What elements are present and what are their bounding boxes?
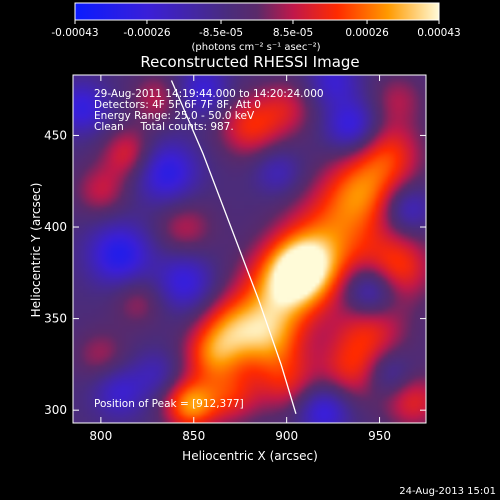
annotation-clean-counts: Clean Total counts: 987. (94, 121, 234, 133)
colorbar-units: (photons cm⁻² s⁻¹ asec⁻²) (191, 42, 320, 53)
x-tick-label: 950 (368, 429, 391, 443)
x-tick-label: 800 (89, 429, 112, 443)
colorbar-tick-label: 0.00043 (417, 27, 460, 39)
y-tick-label: 400 (44, 220, 67, 234)
peak-position-label: Position of Peak = [912,377] (94, 398, 244, 410)
annotation-detectors: Detectors: 4F 5F 6F 7F 8F, Att 0 (94, 99, 261, 111)
x-axis-label: Heliocentric X (arcsec) (182, 449, 318, 463)
plot-frame (72, 74, 427, 424)
colorbar: -0.00043 -0.00026 -8.5e-05 8.5e-05 0.00026 0.… (51, 2, 461, 53)
y-tick-label: 300 (44, 403, 67, 417)
colorbar-tick-label: -0.00026 (123, 27, 171, 39)
image-plot: 800 850 900 950 300 350 400 450 (44, 74, 427, 443)
y-axis: 300 350 400 450 (44, 128, 426, 417)
x-tick-label: 850 (182, 429, 205, 443)
annotation-energy-range: Energy Range: 25.0 - 50.0 keV (94, 110, 255, 122)
chart-title: Reconstructed RHESSI Image (140, 53, 359, 71)
colorbar-tick-label: 8.5e-05 (273, 27, 313, 39)
y-axis-label: Heliocentric Y (arcsec) (29, 183, 43, 318)
y-tick-label: 450 (44, 128, 67, 142)
colorbar-tick-label: -8.5e-05 (199, 27, 243, 39)
x-tick-label: 900 (275, 429, 298, 443)
y-tick-label: 350 (44, 312, 67, 326)
solar-limb-line (170, 80, 297, 415)
colorbar-ticks: -0.00043 -0.00026 -8.5e-05 8.5e-05 0.00026 0.… (51, 20, 461, 39)
annotation-time-range: 29-Aug-2011 14:19:44.000 to 14:20:24.000 (94, 88, 324, 100)
x-axis: 800 850 900 950 (89, 75, 391, 443)
colorbar-tick-label: -0.00043 (51, 27, 98, 39)
colorbar-tick-label: 0.00026 (345, 27, 389, 39)
plot-timestamp: 24-Aug-2013 15:01 (399, 486, 496, 497)
colorbar-bar (74, 2, 440, 21)
plot-annotations: 29-Aug-2011 14:19:44.000 to 14:20:24.000… (94, 88, 324, 410)
heatmap-image (73, 75, 426, 423)
